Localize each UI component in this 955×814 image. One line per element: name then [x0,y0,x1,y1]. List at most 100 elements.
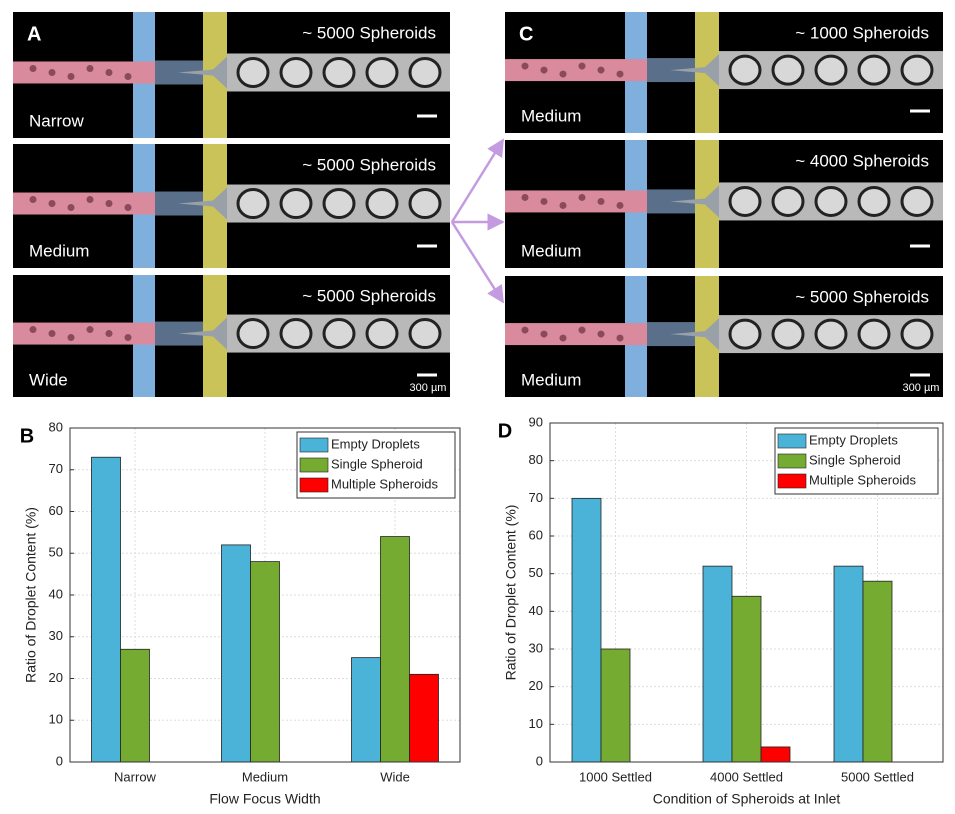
axes-box [549,422,944,763]
y-tick-label: 10 [529,716,543,731]
legend-swatch [777,453,807,469]
droplet [236,56,270,88]
inlet-channel [13,322,155,345]
spheroid [616,334,624,342]
spheroid-count: ~ 5000 Spheroids [302,286,436,305]
micrograph [13,12,450,138]
legend-label: Empty Droplets [809,432,898,447]
bar [862,580,893,763]
droplet [771,185,805,217]
legend-swatch [299,437,329,453]
y-tick-label: 30 [529,640,543,655]
y-tick-label: 30 [49,628,63,643]
droplet [322,56,356,88]
inlet-channel [505,323,647,346]
y-tick-label: 40 [49,586,63,601]
bar [702,565,733,763]
condition-label: Medium [521,241,581,260]
spheroid [559,201,567,209]
y-tick-label: 60 [49,503,63,518]
inlet-channel [13,192,155,215]
legend-swatch [777,473,807,489]
x-axis-label: Condition of Spheroids at Inlet [653,791,841,807]
spheroid [616,201,624,209]
legend-swatch [299,477,329,493]
bar [600,648,631,763]
droplet [814,318,848,350]
droplet [322,318,356,350]
spheroid [29,326,37,334]
neck [670,54,719,87]
spheroid-count: ~ 4000 Spheroids [795,151,929,170]
bar [221,544,251,763]
inlet-channel [13,61,155,84]
bar [571,497,602,763]
droplet [408,56,442,88]
x-tick-label: 4000 Settled [710,769,783,784]
neck [178,187,227,220]
spheroid-count: ~ 5000 Spheroids [795,287,929,306]
spheroid [124,334,132,342]
condition-label: Medium [29,241,89,260]
neck [670,318,719,351]
legend-label: Multiple Spheroids [331,476,438,491]
panel-label: A [27,23,41,45]
spheroid [48,68,56,76]
y-tick-label: 0 [536,753,543,768]
y-tick-label: 70 [49,461,63,476]
droplet [728,185,762,217]
spheroid [597,197,605,205]
spheroid [105,68,113,76]
droplet [728,54,762,86]
droplet [900,185,934,217]
droplet [365,318,399,350]
condition-label: Wide [29,370,68,389]
droplet [857,54,891,86]
legend-swatch [299,457,329,473]
droplet [322,188,356,220]
spheroid [48,200,56,208]
bar [250,561,280,763]
x-axis-label: Flow Focus Width [209,791,320,807]
bar [731,595,762,763]
y-axis-label: Ratio of Droplet Content (%) [503,505,519,681]
legend-label: Single Spheroid [809,452,901,467]
spheroid [578,62,586,70]
y-tick-label: 20 [529,678,543,693]
y-tick-label: 20 [49,670,63,685]
spheroid-count: ~ 5000 Spheroids [302,155,436,174]
y-tick-label: 0 [56,753,63,768]
droplet [365,188,399,220]
spheroid [521,62,529,70]
micrograph [505,12,943,133]
spheroid [86,196,94,204]
condition-label: Medium [521,370,581,389]
y-tick-label: 90 [529,414,543,429]
droplet [408,318,442,350]
y-tick-label: 10 [49,712,63,727]
neck [670,185,719,218]
droplet [279,56,313,88]
spheroid [540,66,548,74]
legend-swatch [777,433,807,449]
legend-label: Multiple Spheroids [809,472,916,487]
x-tick-label: 1000 Settled [579,769,652,784]
spheroid [105,200,113,208]
y-tick-label: 50 [49,545,63,560]
axes-box [69,427,461,763]
spheroid [559,334,567,342]
condition-label: Narrow [29,111,85,130]
condition-label: Medium [521,106,581,125]
spheroid [67,72,75,80]
y-tick-label: 80 [49,419,63,434]
spheroid [540,330,548,338]
legend-label: Single Spheroid [331,456,423,471]
arrow [450,138,505,223]
scale-label: 300 µm [410,382,447,394]
y-tick-label: 60 [529,527,543,542]
spheroid [86,64,94,72]
micrograph [13,144,450,268]
spheroid [578,193,586,201]
y-tick-label: 50 [529,565,543,580]
